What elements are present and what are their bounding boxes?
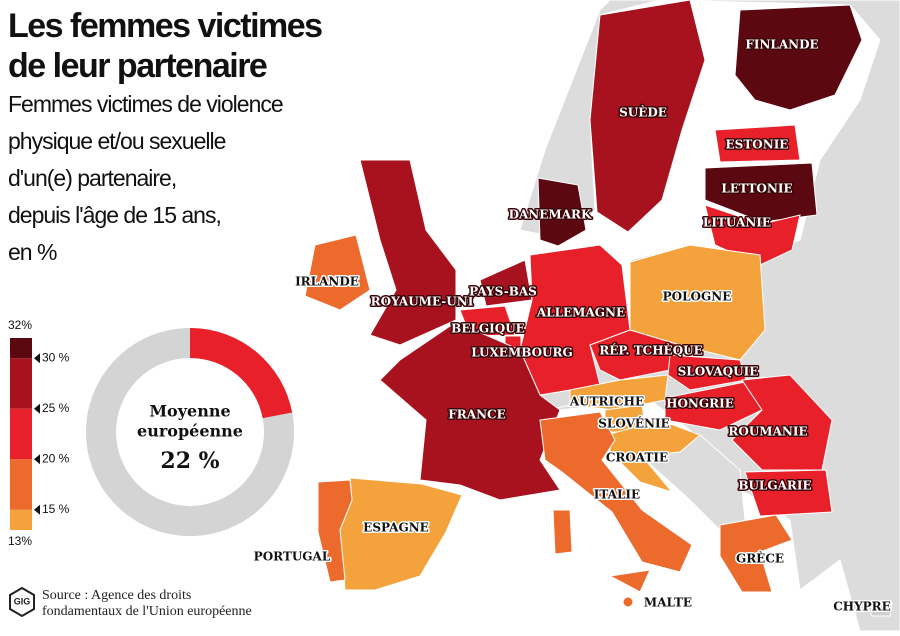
donut-label: européenne bbox=[137, 422, 243, 441]
country-label: SLOVAQUIE bbox=[678, 365, 759, 379]
country-shape bbox=[704, 204, 801, 266]
country-shape bbox=[609, 419, 701, 493]
legend-tick-label: 20 % bbox=[42, 451, 70, 465]
country-shape bbox=[519, 244, 631, 396]
country-label: BELGIQUE bbox=[451, 322, 525, 336]
title-line: de leur partenaire bbox=[8, 47, 267, 85]
country-label: FINLANDE bbox=[745, 38, 818, 52]
country-shape bbox=[622, 596, 634, 608]
country-label: LITUANIE bbox=[703, 216, 771, 230]
legend-band bbox=[10, 509, 32, 530]
legend-tick bbox=[34, 504, 40, 515]
legend-tick bbox=[34, 454, 40, 465]
countries bbox=[304, 0, 893, 617]
legend-tick-label: 15 % bbox=[42, 502, 70, 516]
country-label: ESPAGNE bbox=[363, 521, 429, 535]
legend-tick bbox=[34, 403, 40, 414]
country-label: PORTUGAL bbox=[254, 550, 331, 564]
country-shape bbox=[867, 602, 893, 617]
subtitle-line: d'un(e) partenaire, bbox=[8, 165, 176, 191]
subtitle-line: physique et/ou sexuelle bbox=[8, 128, 226, 154]
country-labels: FINLANDE SUÈDE ESTONIE LETTONIE LITUANIE DANE… bbox=[252, 36, 892, 615]
legend-tick-label: 25 % bbox=[42, 401, 70, 415]
legend: 32% 30 % 25 % 20 % 15 % 13% bbox=[8, 318, 70, 548]
country-label: DANEMARK bbox=[509, 208, 592, 222]
subtitle-line: depuis l'âge de 15 ans, bbox=[8, 202, 221, 228]
country-label: ROYAUME-UNI bbox=[371, 295, 474, 309]
legend-band bbox=[10, 459, 32, 510]
country-shape bbox=[317, 479, 353, 583]
country-label: HONGRIE bbox=[666, 397, 734, 411]
country-label: AUTRICHE bbox=[569, 395, 644, 409]
legend-tick-label: 30 % bbox=[42, 350, 70, 364]
country-label: LETTONIE bbox=[721, 182, 792, 196]
country-shape bbox=[589, 0, 706, 233]
source-line: Source : Agence des droits bbox=[42, 588, 191, 603]
country-shape bbox=[667, 354, 747, 391]
country-label: ROUMANIE bbox=[728, 425, 807, 439]
country-label: ESTONIE bbox=[726, 138, 789, 152]
donut-value: 22 % bbox=[160, 448, 219, 474]
country-label: RÉP. TCHÈQUE bbox=[599, 343, 703, 358]
legend-band bbox=[10, 408, 32, 460]
country-label: POLOGNE bbox=[663, 290, 732, 304]
country-shape bbox=[537, 177, 587, 247]
country-label: GRÈCE bbox=[736, 551, 784, 566]
country-label: SLOVÉNIE bbox=[598, 416, 670, 431]
country-label: SUÈDE bbox=[619, 105, 667, 120]
legend-tick-label: 13% bbox=[8, 534, 32, 548]
country-label: LUXEMBOURG bbox=[471, 346, 573, 360]
country-label: ALLEMAGNE bbox=[536, 306, 625, 320]
donut-arc bbox=[190, 328, 293, 419]
country-label: CHYPRE bbox=[833, 600, 891, 614]
country-label: MALTE bbox=[644, 596, 692, 610]
source-line: fondamentaux de l'Union européenne bbox=[42, 604, 252, 619]
donut-label: Moyenne bbox=[149, 402, 230, 421]
country-shape bbox=[731, 374, 833, 471]
country-shape bbox=[304, 234, 371, 311]
country-shape bbox=[714, 124, 801, 163]
logo-hexagon bbox=[9, 586, 35, 618]
subtitle-line: en % bbox=[8, 239, 57, 265]
country-label: PAYS-BAS bbox=[469, 285, 537, 299]
country-shape bbox=[359, 159, 457, 346]
legend-band bbox=[10, 358, 32, 409]
logo-mark: GIG bbox=[14, 596, 31, 606]
country-shape bbox=[479, 259, 533, 307]
country-shape bbox=[539, 411, 693, 593]
legend-tick-label: 32% bbox=[8, 318, 32, 332]
country-label: ITALIE bbox=[594, 488, 640, 502]
country-label: IRLANDE bbox=[295, 275, 359, 289]
country-shape bbox=[664, 381, 763, 431]
country-shape bbox=[744, 469, 833, 517]
subtitle-line: Femmes victimes de violence bbox=[8, 91, 283, 117]
country-shape bbox=[379, 321, 561, 501]
country-shape bbox=[734, 4, 863, 111]
country-label: CROATIE bbox=[606, 451, 668, 465]
legend-band bbox=[10, 338, 32, 359]
logo: GIG bbox=[9, 586, 35, 618]
country-label: FRANCE bbox=[448, 408, 505, 422]
country-shape bbox=[719, 514, 793, 593]
country-label: BULGARIE bbox=[738, 479, 811, 493]
legend-tick bbox=[34, 353, 40, 364]
title-line: Les femmes victimes bbox=[8, 7, 322, 45]
